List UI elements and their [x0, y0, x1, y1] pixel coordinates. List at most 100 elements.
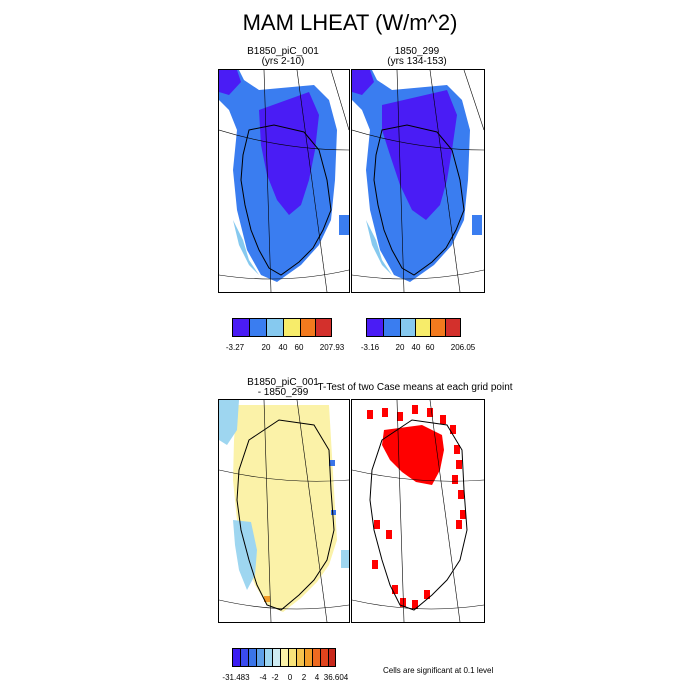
- meridian-line: [296, 400, 328, 622]
- meridian-line: [396, 70, 405, 292]
- colorbar-tick-label: -3.16: [360, 343, 380, 352]
- map-bottom-right-svg: [352, 400, 484, 622]
- colorbar-tick-label: 206.05: [450, 343, 476, 352]
- colorbar-diff-boxes: [232, 648, 342, 667]
- grid-cell: [472, 215, 482, 235]
- grid-cell: [392, 585, 398, 594]
- colorbar-box: [312, 648, 320, 667]
- coastline: [240, 124, 332, 276]
- grid-cell: [460, 510, 466, 519]
- grid-cell: [456, 520, 462, 529]
- field-top-right: [352, 70, 482, 282]
- colorbar-tick-label: -2: [271, 673, 279, 682]
- meridian-line: [429, 70, 461, 292]
- colorbar-box: [400, 318, 415, 337]
- colorbar-box: [415, 318, 430, 337]
- colorbar-box: [296, 648, 304, 667]
- colorbar-box: [280, 648, 288, 667]
- meridian-line: [352, 129, 484, 151]
- colorbar-tick-label: 4: [314, 673, 320, 682]
- meridian-line: [219, 129, 349, 151]
- panel-title-top-right: 1850_299 (yrs 134-153): [351, 47, 483, 67]
- colorbar-box: [232, 318, 249, 337]
- grid-cell: [412, 405, 418, 414]
- panel-title-line1: 1850_299: [394, 46, 440, 57]
- grid-cell: [264, 596, 270, 602]
- colorbar-tick-label: 40: [278, 343, 288, 352]
- colorbar-box: [272, 648, 280, 667]
- colorbar-box: [300, 318, 315, 337]
- colorbar-box: [256, 648, 264, 667]
- meridian-line: [219, 469, 349, 482]
- colorbar-tick-label: 207.93: [319, 343, 345, 352]
- panel-title-line2: - 1850_299: [257, 387, 309, 398]
- colorbar-box: [320, 648, 328, 667]
- meridian-line: [330, 70, 349, 131]
- colorbar-tick-label: 40: [411, 343, 421, 352]
- colorbar-box: [366, 318, 383, 337]
- grid-cell: [458, 490, 464, 499]
- colorbar-box: [266, 318, 283, 337]
- colorbar-box: [248, 648, 256, 667]
- field-top-left: [219, 70, 349, 282]
- map-panel-bottom-left: [218, 399, 350, 623]
- field-region: [352, 70, 374, 95]
- grid-cell: [374, 520, 380, 529]
- colorbar-box: [315, 318, 332, 337]
- panel-title-top-left: B1850_piC_001 (yrs 2-10): [218, 47, 348, 67]
- meridian-line: [429, 400, 461, 622]
- colorbar-box: [288, 648, 296, 667]
- panel-title-bottom-left: B1850_piC_001 - 1850_299: [218, 378, 348, 398]
- colorbar-left-boxes: [232, 318, 332, 337]
- field-region: [233, 220, 259, 275]
- colorbar-box: [249, 318, 266, 337]
- meridian-line: [263, 400, 272, 622]
- grid-cell: [397, 412, 403, 421]
- figure-title: MAM LHEAT (W/m^2): [242, 10, 458, 35]
- grid-cell: [456, 460, 462, 469]
- grid-cell: [427, 408, 433, 417]
- panel-title-line1: B1850_piC_001: [247, 377, 319, 388]
- significance-note: Cells are significant at 0.1 level: [383, 666, 494, 675]
- grid-cell: [400, 598, 406, 607]
- colorbar-box: [328, 648, 336, 667]
- panel-title-line1: B1850_piC_001: [247, 46, 319, 57]
- grid-cell: [367, 410, 373, 419]
- map-bottom-left-svg: [219, 400, 349, 622]
- meridian-line: [463, 70, 484, 131]
- colorbar-right-boxes: [366, 318, 466, 337]
- colorbar-tick-label: -4: [259, 673, 267, 682]
- meridian-line: [263, 70, 272, 292]
- colorbar-tick-label: 2: [301, 673, 307, 682]
- field-region: [233, 405, 337, 612]
- grid-cell: [341, 550, 349, 568]
- map-panel-bottom-right: [351, 399, 485, 623]
- panel-title-line2: (yrs 2-10): [261, 56, 305, 67]
- colorbar-tick-label: 60: [425, 343, 435, 352]
- meridian-line: [396, 400, 405, 622]
- colorbar-right: -3.16 20 40 60 206.05: [361, 318, 475, 353]
- field-region: [366, 220, 392, 275]
- field-region: [382, 425, 444, 485]
- colorbar-tick-label: 20: [261, 343, 271, 352]
- colorbar-tick-label: 0: [287, 673, 293, 682]
- field-region: [219, 70, 241, 95]
- coastline: [373, 124, 465, 276]
- coastline: [369, 419, 468, 611]
- colorbar-diff: -31.483 -4 -2 0 2 4 36.604: [222, 648, 348, 683]
- grid-cell: [440, 415, 446, 424]
- panel-title-bottom-right: T-Test of two Case means at each grid po…: [317, 382, 513, 393]
- meridian-line: [352, 469, 484, 482]
- field-bottom-right: [367, 405, 466, 609]
- map-top-left-svg: [219, 70, 349, 292]
- grid-cell: [339, 215, 349, 235]
- colorbar-left: -3.27 20 40 60 207.93: [226, 318, 344, 353]
- field-region: [382, 90, 457, 220]
- colorbar-box: [264, 648, 272, 667]
- meridian-line: [352, 599, 484, 610]
- colorbar-box: [445, 318, 461, 337]
- map-top-right-svg: [352, 70, 484, 292]
- colorbar-tick-label: -31.483: [222, 673, 250, 682]
- map-panel-top-left: [218, 69, 350, 293]
- meridian-line: [219, 269, 349, 280]
